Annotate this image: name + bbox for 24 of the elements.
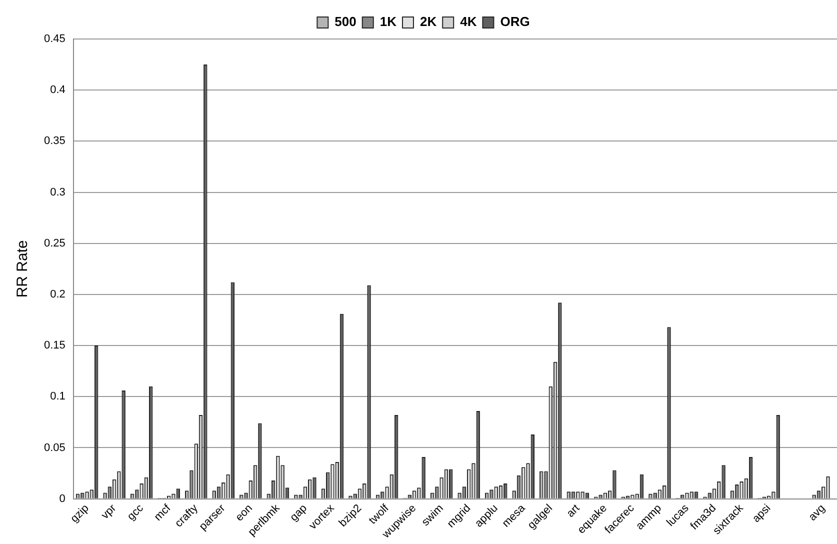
x-tick-label: gap bbox=[288, 502, 310, 524]
y-tick-label: 0.35 bbox=[44, 135, 66, 148]
y-tick-label: 0.2 bbox=[50, 288, 66, 300]
x-tick-label: mcf bbox=[152, 502, 174, 524]
legend-label: 2K bbox=[420, 14, 438, 30]
legend-label: 4K bbox=[460, 14, 478, 30]
legend-label: 1K bbox=[380, 14, 398, 30]
x-tick-label: gzip bbox=[68, 502, 92, 526]
y-tick-label: 0.25 bbox=[44, 237, 66, 250]
x-tick-label: apsi bbox=[750, 502, 774, 526]
x-tick-label: art bbox=[564, 502, 582, 520]
y-tick-label: 0.45 bbox=[44, 33, 66, 46]
y-tick-label: 0.4 bbox=[50, 84, 66, 96]
y-tick-label: 0.05 bbox=[44, 442, 66, 454]
x-tick-label: vpr bbox=[99, 502, 119, 522]
y-tick-label: 0.15 bbox=[44, 340, 66, 352]
y-tick-label: 0.3 bbox=[50, 186, 66, 198]
legend-label: 500 bbox=[334, 14, 356, 30]
legend-label: ORG bbox=[500, 14, 530, 30]
x-tick-label: gcc bbox=[125, 502, 146, 523]
x-tick-label: avg bbox=[806, 502, 828, 524]
y-tick-label: 0.1 bbox=[50, 390, 66, 403]
y-tick-label: 0 bbox=[59, 492, 66, 505]
y-axis-title: RR Rate bbox=[14, 240, 32, 298]
